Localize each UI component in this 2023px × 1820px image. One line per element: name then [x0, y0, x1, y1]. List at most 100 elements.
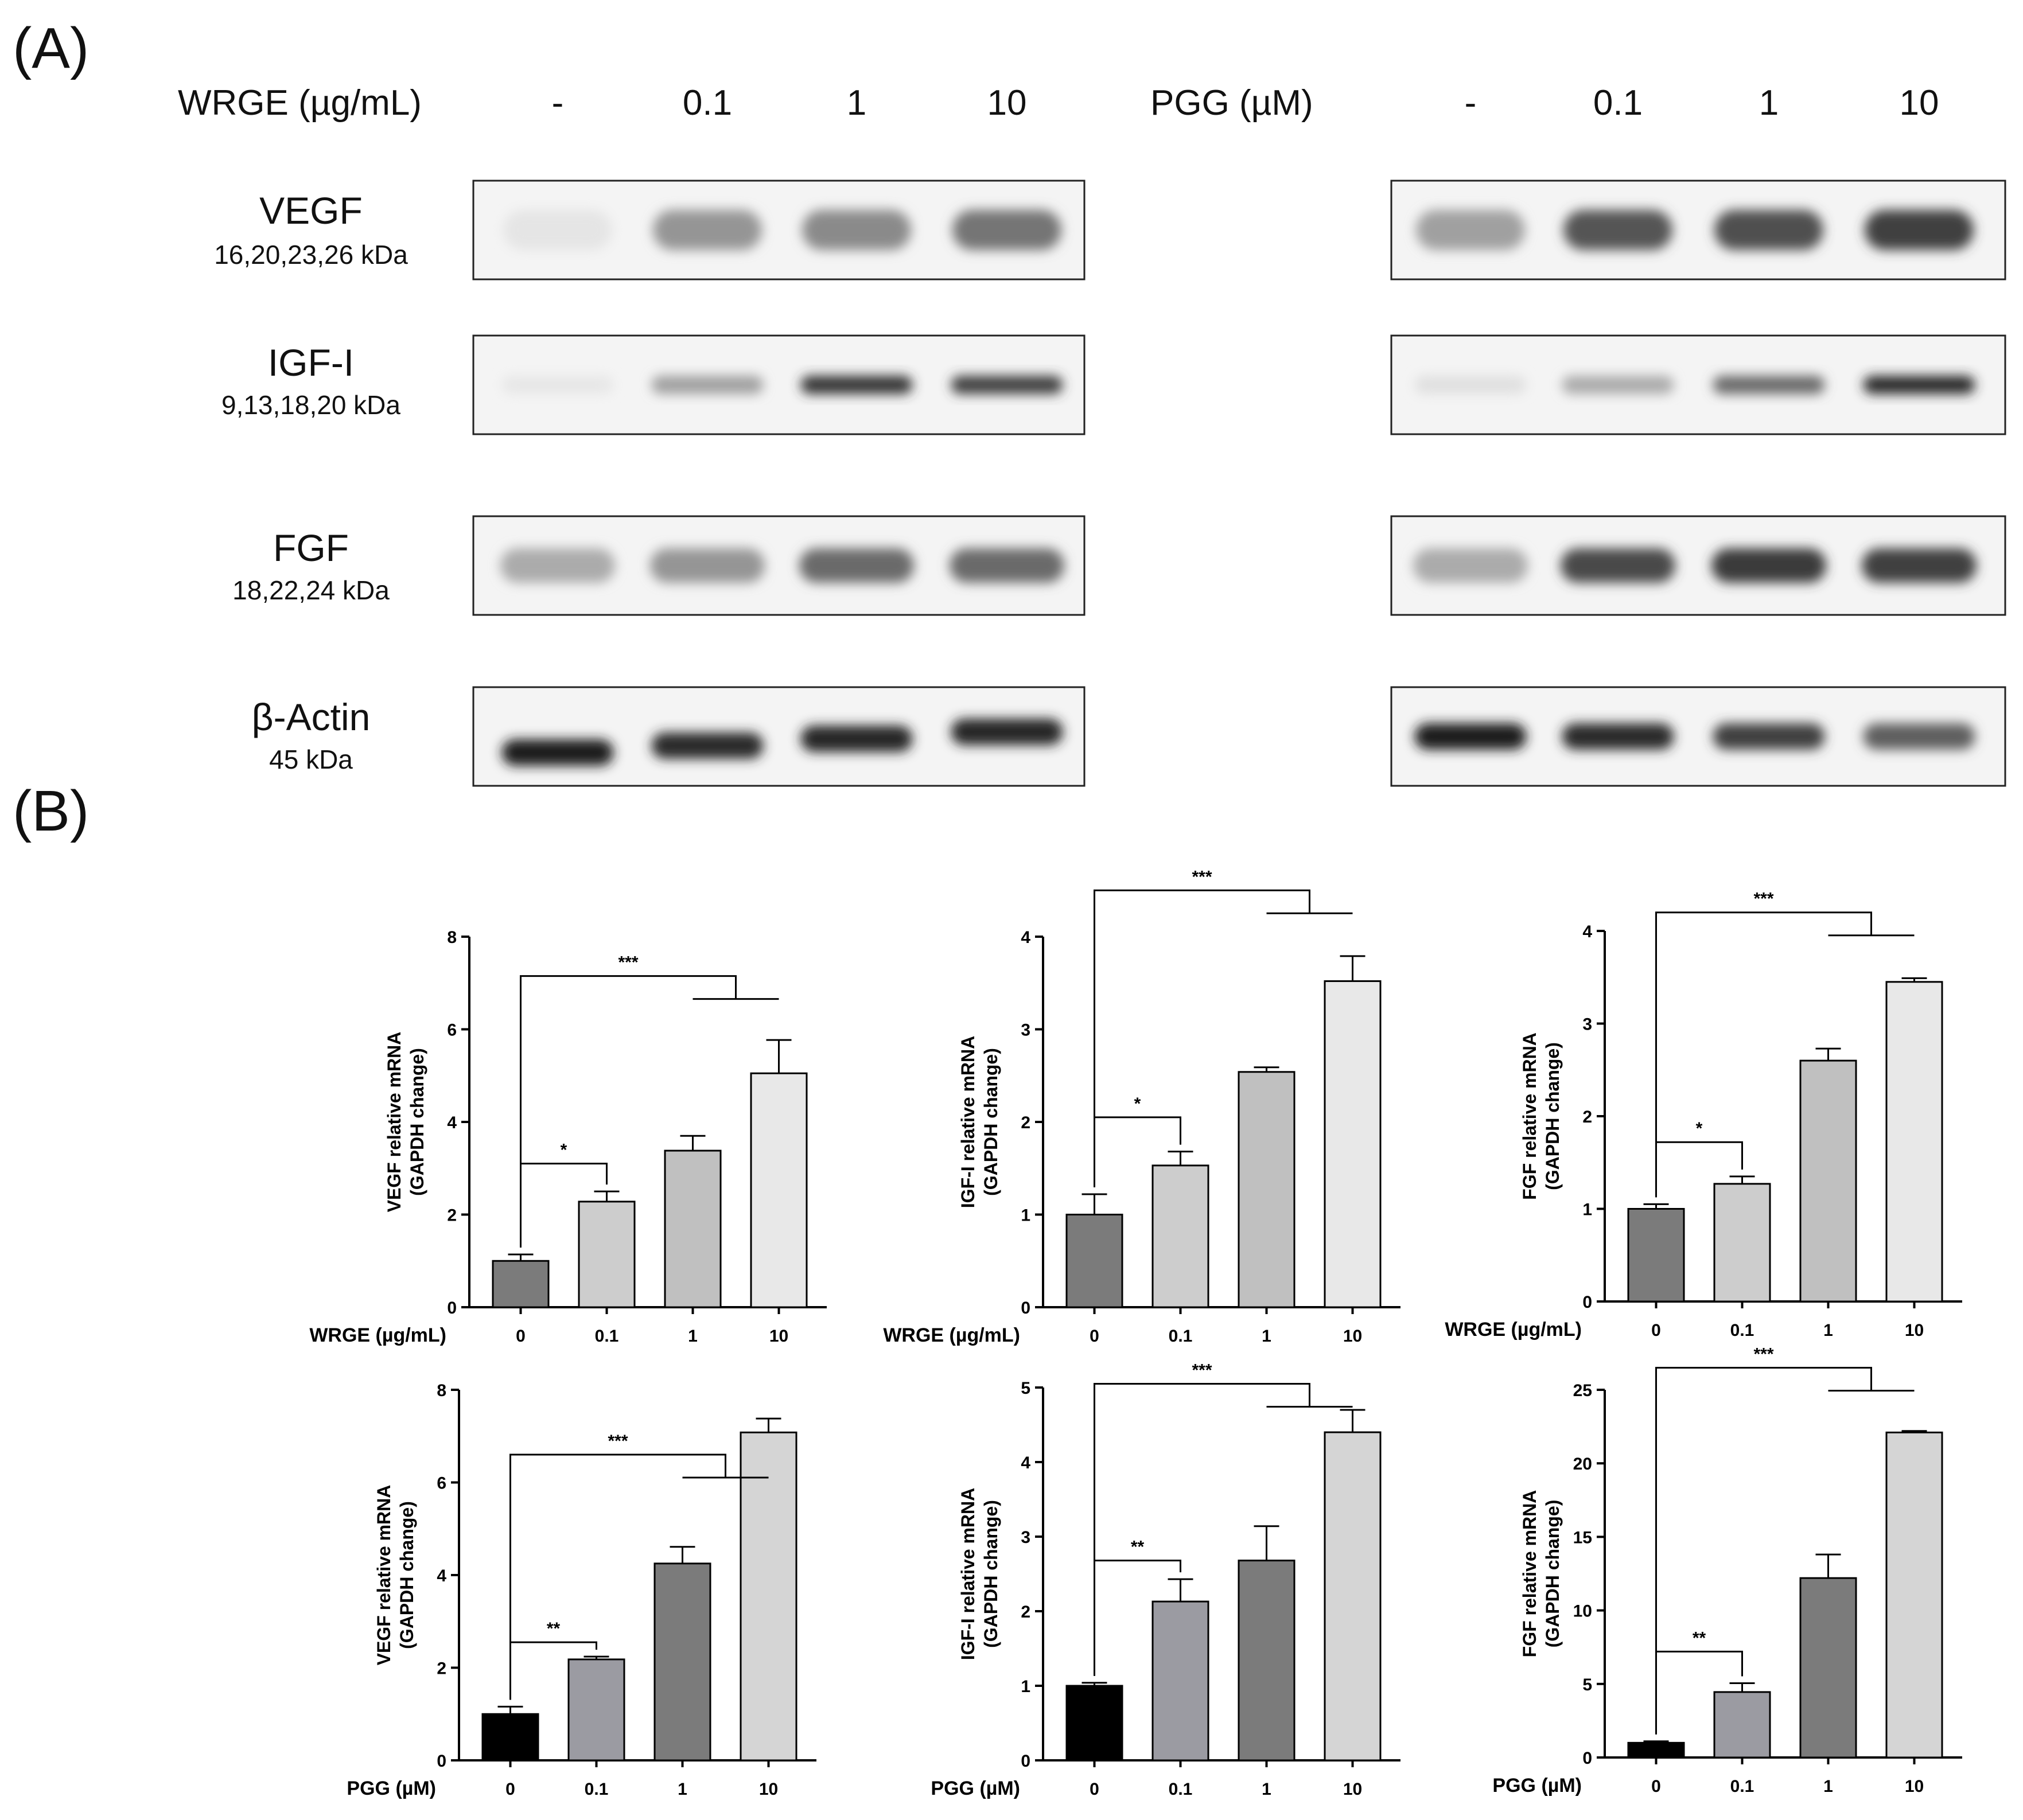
- y-tick-label: 0: [1021, 1299, 1030, 1318]
- y-tick-label: 2: [437, 1659, 446, 1678]
- y-tick-label: 0: [447, 1299, 457, 1318]
- band-lane-4: [1863, 376, 1975, 394]
- significance-bracket: ***: [520, 953, 779, 1248]
- y-axis-label: (GAPDH change): [1542, 1042, 1563, 1190]
- y-tick-label: 3: [1582, 1015, 1592, 1034]
- y-axis-label: FGF relative mRNA: [1519, 1490, 1540, 1658]
- significance-bracket: ***: [509, 1432, 769, 1700]
- y-tick-label: 3: [1021, 1021, 1030, 1040]
- y-tick-label: 4: [1582, 922, 1592, 941]
- band-lane-3: [1711, 548, 1826, 583]
- bar-10: [740, 1431, 797, 1761]
- y-axis-label: VEGF relative mRNA: [374, 1485, 394, 1666]
- band-lane-1: [1414, 723, 1527, 750]
- y-tick-label: 0: [1582, 1749, 1592, 1768]
- panel-b-label: (B): [13, 779, 89, 843]
- protein-igf-kda: 9,13,18,20 kDa: [221, 390, 400, 420]
- band-lane-4: [1862, 548, 1977, 583]
- protein-fgf-kda: 18,22,24 kDa: [232, 575, 390, 605]
- significance-label: *: [1134, 1094, 1141, 1113]
- protein-actin-name: β-Actin: [252, 696, 371, 738]
- x-tick-label: 10: [1343, 1780, 1362, 1799]
- band-lane-4: [951, 376, 1063, 394]
- chart-1: 0 2 4 6 8 0 0.1 1 10 WRGE (µg/mL) VEGF relative mR…: [309, 928, 827, 1346]
- bar-0.1: [578, 1201, 636, 1308]
- x-tick-label: 0: [516, 1327, 526, 1346]
- y-axis-label: (GAPDH change): [981, 1048, 1001, 1196]
- significance-label: ***: [1753, 890, 1773, 909]
- bar-10: [750, 1072, 808, 1308]
- band-lane-3: [799, 548, 914, 583]
- blot-igf-wrge: [472, 334, 1086, 435]
- y-tick-label: 6: [447, 1021, 457, 1040]
- y-tick-label: 6: [437, 1474, 446, 1493]
- blot-fgf-pgg: [1390, 515, 2006, 616]
- significance-bracket: ***: [1094, 1361, 1353, 1676]
- bar-1: [1238, 1071, 1296, 1308]
- x-tick-label: 10: [1343, 1327, 1362, 1346]
- band-lane-3: [800, 376, 913, 394]
- band-group: [1416, 210, 1974, 250]
- x-tick-label: 0.1: [1169, 1327, 1193, 1346]
- significance-label: *: [561, 1141, 567, 1160]
- y-tick-label: 4: [447, 1113, 457, 1132]
- band-lane-4: [950, 548, 1064, 583]
- pgg-lane-1: -: [1465, 83, 1477, 123]
- blot-igf-pgg: [1390, 334, 2006, 435]
- bar-1: [1799, 1577, 1857, 1759]
- y-tick-label: 4: [437, 1566, 446, 1585]
- blot-fgf-wrge: [472, 515, 1086, 616]
- x-tick-label: 0: [505, 1780, 515, 1799]
- band-lane-2: [653, 210, 762, 250]
- protein-vegf-kda: 16,20,23,26 kDa: [214, 240, 408, 270]
- y-tick-label: 5: [1021, 1379, 1030, 1398]
- x-axis-title: PGG (µM): [347, 1778, 436, 1799]
- y-tick-label: 1: [1021, 1206, 1030, 1225]
- band-lane-3: [802, 210, 911, 250]
- bar-0: [1627, 1741, 1685, 1759]
- chart-5: 0 1 2 3 4 5 0 0.1 1 10 PGG (µM) IGF-I relative mRNA…: [931, 1361, 1400, 1799]
- band-group: [1414, 723, 1975, 750]
- y-tick-label: 4: [1021, 1453, 1030, 1472]
- blot-actin-pgg: [1390, 686, 2006, 787]
- wrge-lane-1: -: [552, 83, 564, 123]
- x-axis-title: PGG (µM): [1492, 1775, 1582, 1796]
- x-tick-label: 0.1: [595, 1327, 619, 1346]
- band-group: [501, 719, 1063, 766]
- y-tick-label: 0: [1021, 1752, 1030, 1771]
- panel-a-label: (A): [13, 16, 89, 80]
- band-lane-1: [1413, 548, 1528, 583]
- y-tick-label: 1: [1021, 1677, 1030, 1696]
- chart-3: 0 1 2 3 4 0 0.1 1 10 WRGE (µg/mL) FGF relative mRN…: [1445, 890, 1962, 1340]
- blot-vegf-wrge: [472, 180, 1086, 280]
- pgg-lane-4: 10: [1900, 83, 1939, 123]
- significance-bracket: ***: [1094, 867, 1353, 1187]
- band-lane-3: [800, 726, 913, 752]
- significance-bracket: ***: [1655, 1345, 1915, 1735]
- significance-label: **: [1131, 1538, 1145, 1557]
- x-tick-label: 0.1: [1169, 1780, 1193, 1799]
- y-tick-label: 0: [437, 1752, 446, 1771]
- band-lane-3: [1713, 376, 1825, 394]
- band-lane-3: [1713, 723, 1825, 750]
- y-axis-label: FGF relative mRNA: [1519, 1032, 1540, 1200]
- y-axis-label: (GAPDH change): [981, 1500, 1001, 1648]
- band-lane-2: [651, 732, 764, 759]
- band-lane-4: [952, 210, 1061, 250]
- y-axis-label: VEGF relative mRNA: [384, 1032, 404, 1213]
- band-lane-1: [1414, 376, 1527, 394]
- wrge-treatment-label: WRGE (µg/mL): [178, 83, 422, 123]
- chart-4: 0 2 4 6 8 0 0.1 1 10 PGG (µM) VEGF relative mRNA (G…: [347, 1381, 816, 1799]
- bar-0.1: [567, 1658, 625, 1761]
- significance-label: ***: [1192, 867, 1212, 886]
- x-tick-label: 10: [1905, 1321, 1924, 1340]
- x-tick-label: 0: [1651, 1777, 1661, 1796]
- x-axis-title: WRGE (µg/mL): [883, 1324, 1020, 1346]
- y-axis-label: (GAPDH change): [396, 1501, 417, 1649]
- bar-1: [1238, 1560, 1296, 1761]
- y-tick-label: 10: [1573, 1602, 1592, 1621]
- y-tick-label: 2: [1021, 1603, 1030, 1622]
- band-lane-2: [1561, 548, 1675, 583]
- band-group: [500, 548, 1064, 583]
